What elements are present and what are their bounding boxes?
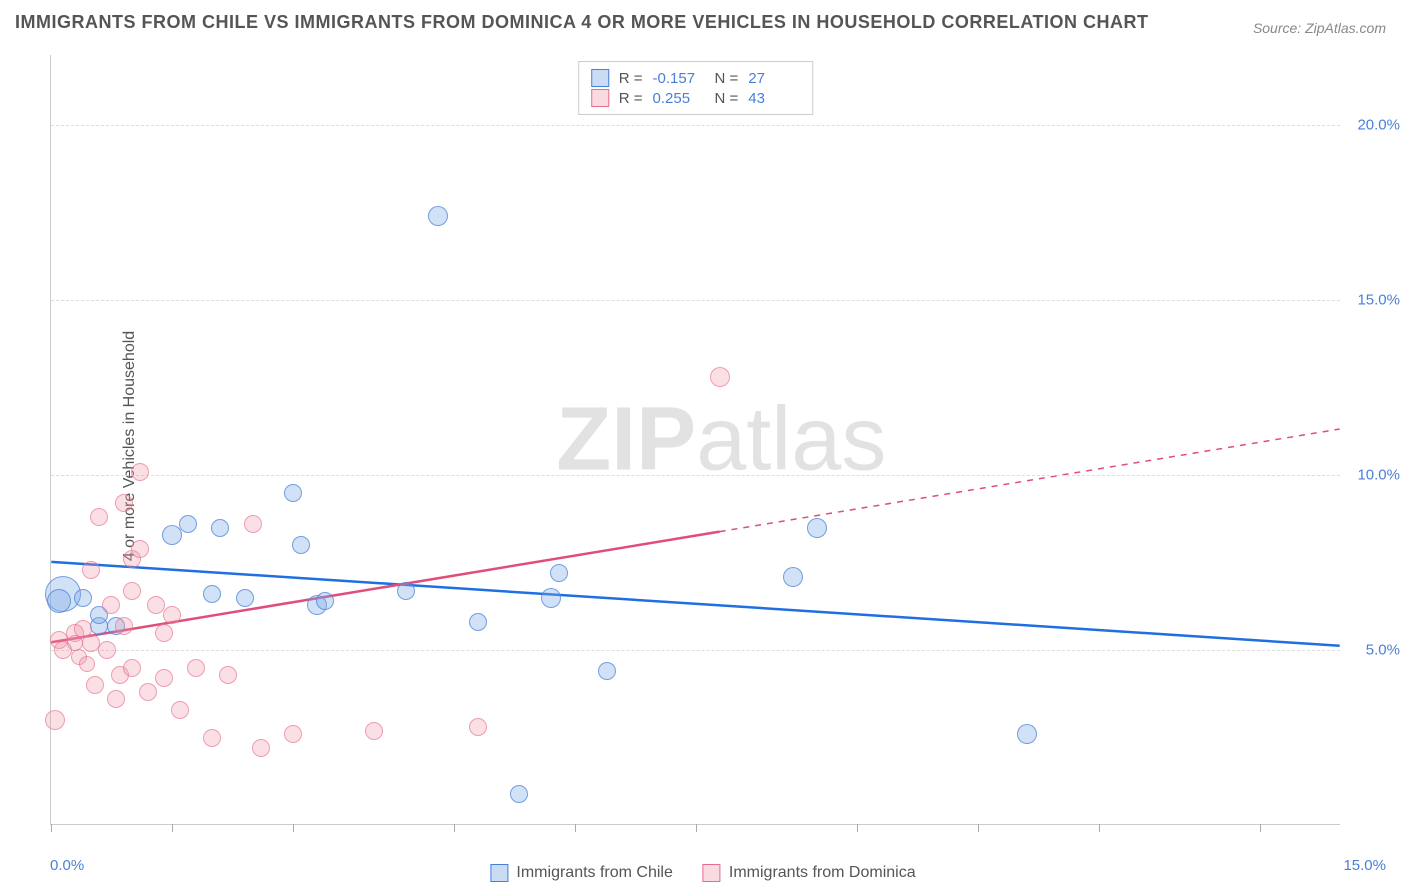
- legend-label-chile: Immigrants from Chile: [516, 864, 672, 882]
- swatch-pink-icon: [591, 89, 609, 107]
- legend-item-chile: Immigrants from Chile: [490, 864, 672, 882]
- gridline: [51, 300, 1340, 301]
- scatter-point: [244, 515, 262, 533]
- scatter-point: [163, 606, 181, 624]
- scatter-point: [292, 536, 310, 554]
- scatter-point: [86, 676, 104, 694]
- x-tick: [1260, 824, 1261, 832]
- scatter-point: [550, 564, 568, 582]
- scatter-point: [187, 659, 205, 677]
- scatter-point: [131, 540, 149, 558]
- n-label: N =: [715, 70, 739, 87]
- scatter-point: [115, 494, 133, 512]
- x-tick: [454, 824, 455, 832]
- legend-label-dominica: Immigrants from Dominica: [729, 864, 916, 882]
- scatter-point: [123, 582, 141, 600]
- scatter-point: [131, 463, 149, 481]
- chart-title: IMMIGRANTS FROM CHILE VS IMMIGRANTS FROM…: [15, 12, 1149, 33]
- x-tick: [51, 824, 52, 832]
- scatter-point: [74, 589, 92, 607]
- chart-container: IMMIGRANTS FROM CHILE VS IMMIGRANTS FROM…: [0, 0, 1406, 892]
- scatter-point: [107, 690, 125, 708]
- scatter-point: [47, 589, 71, 613]
- y-tick-label: 15.0%: [1357, 292, 1400, 309]
- scatter-point: [90, 508, 108, 526]
- swatch-blue-icon: [490, 864, 508, 882]
- n-value-dominica: 43: [748, 90, 800, 107]
- legend-row-chile: R = -0.157 N = 27: [591, 69, 801, 87]
- plot-area: ZIPatlas R = -0.157 N = 27 R = 0.255 N =…: [50, 55, 1340, 825]
- n-value-chile: 27: [748, 70, 800, 87]
- scatter-point: [428, 206, 448, 226]
- x-tick: [978, 824, 979, 832]
- scatter-point: [155, 624, 173, 642]
- scatter-point: [252, 739, 270, 757]
- r-value-chile: -0.157: [653, 70, 705, 87]
- scatter-point: [469, 613, 487, 631]
- scatter-point: [710, 367, 730, 387]
- r-label: R =: [619, 70, 643, 87]
- scatter-point: [284, 725, 302, 743]
- r-label: R =: [619, 90, 643, 107]
- scatter-point: [179, 515, 197, 533]
- x-axis-label-max: 15.0%: [1343, 857, 1386, 874]
- scatter-point: [79, 656, 95, 672]
- trend-lines: [51, 55, 1340, 824]
- swatch-pink-icon: [703, 864, 721, 882]
- x-tick: [172, 824, 173, 832]
- scatter-point: [98, 641, 116, 659]
- x-tick: [575, 824, 576, 832]
- x-axis-label-min: 0.0%: [50, 857, 84, 874]
- scatter-point: [807, 518, 827, 538]
- legend-row-dominica: R = 0.255 N = 43: [591, 89, 801, 107]
- gridline: [51, 475, 1340, 476]
- gridline: [51, 650, 1340, 651]
- r-value-dominica: 0.255: [653, 90, 705, 107]
- legend-series: Immigrants from Chile Immigrants from Do…: [490, 864, 915, 882]
- scatter-point: [469, 718, 487, 736]
- legend-correlation: R = -0.157 N = 27 R = 0.255 N = 43: [578, 61, 814, 115]
- scatter-point: [123, 659, 141, 677]
- y-tick-label: 20.0%: [1357, 117, 1400, 134]
- chart-source: Source: ZipAtlas.com: [1253, 20, 1386, 36]
- x-tick: [696, 824, 697, 832]
- scatter-point: [284, 484, 302, 502]
- scatter-point: [203, 729, 221, 747]
- scatter-point: [82, 561, 100, 579]
- legend-item-dominica: Immigrants from Dominica: [703, 864, 916, 882]
- scatter-point: [598, 662, 616, 680]
- scatter-point: [510, 785, 528, 803]
- x-tick: [1099, 824, 1100, 832]
- scatter-point: [236, 589, 254, 607]
- scatter-point: [219, 666, 237, 684]
- scatter-point: [171, 701, 189, 719]
- n-label: N =: [715, 90, 739, 107]
- y-tick-label: 10.0%: [1357, 467, 1400, 484]
- scatter-point: [541, 588, 561, 608]
- scatter-point: [45, 710, 65, 730]
- scatter-point: [783, 567, 803, 587]
- scatter-point: [155, 669, 173, 687]
- swatch-blue-icon: [591, 69, 609, 87]
- gridline: [51, 125, 1340, 126]
- x-tick: [857, 824, 858, 832]
- scatter-point: [102, 596, 120, 614]
- y-tick-label: 5.0%: [1366, 642, 1400, 659]
- scatter-point: [203, 585, 221, 603]
- x-tick: [293, 824, 294, 832]
- scatter-point: [147, 596, 165, 614]
- scatter-point: [397, 582, 415, 600]
- scatter-point: [115, 617, 133, 635]
- scatter-point: [139, 683, 157, 701]
- scatter-point: [211, 519, 229, 537]
- scatter-point: [1017, 724, 1037, 744]
- scatter-point: [316, 592, 334, 610]
- scatter-point: [365, 722, 383, 740]
